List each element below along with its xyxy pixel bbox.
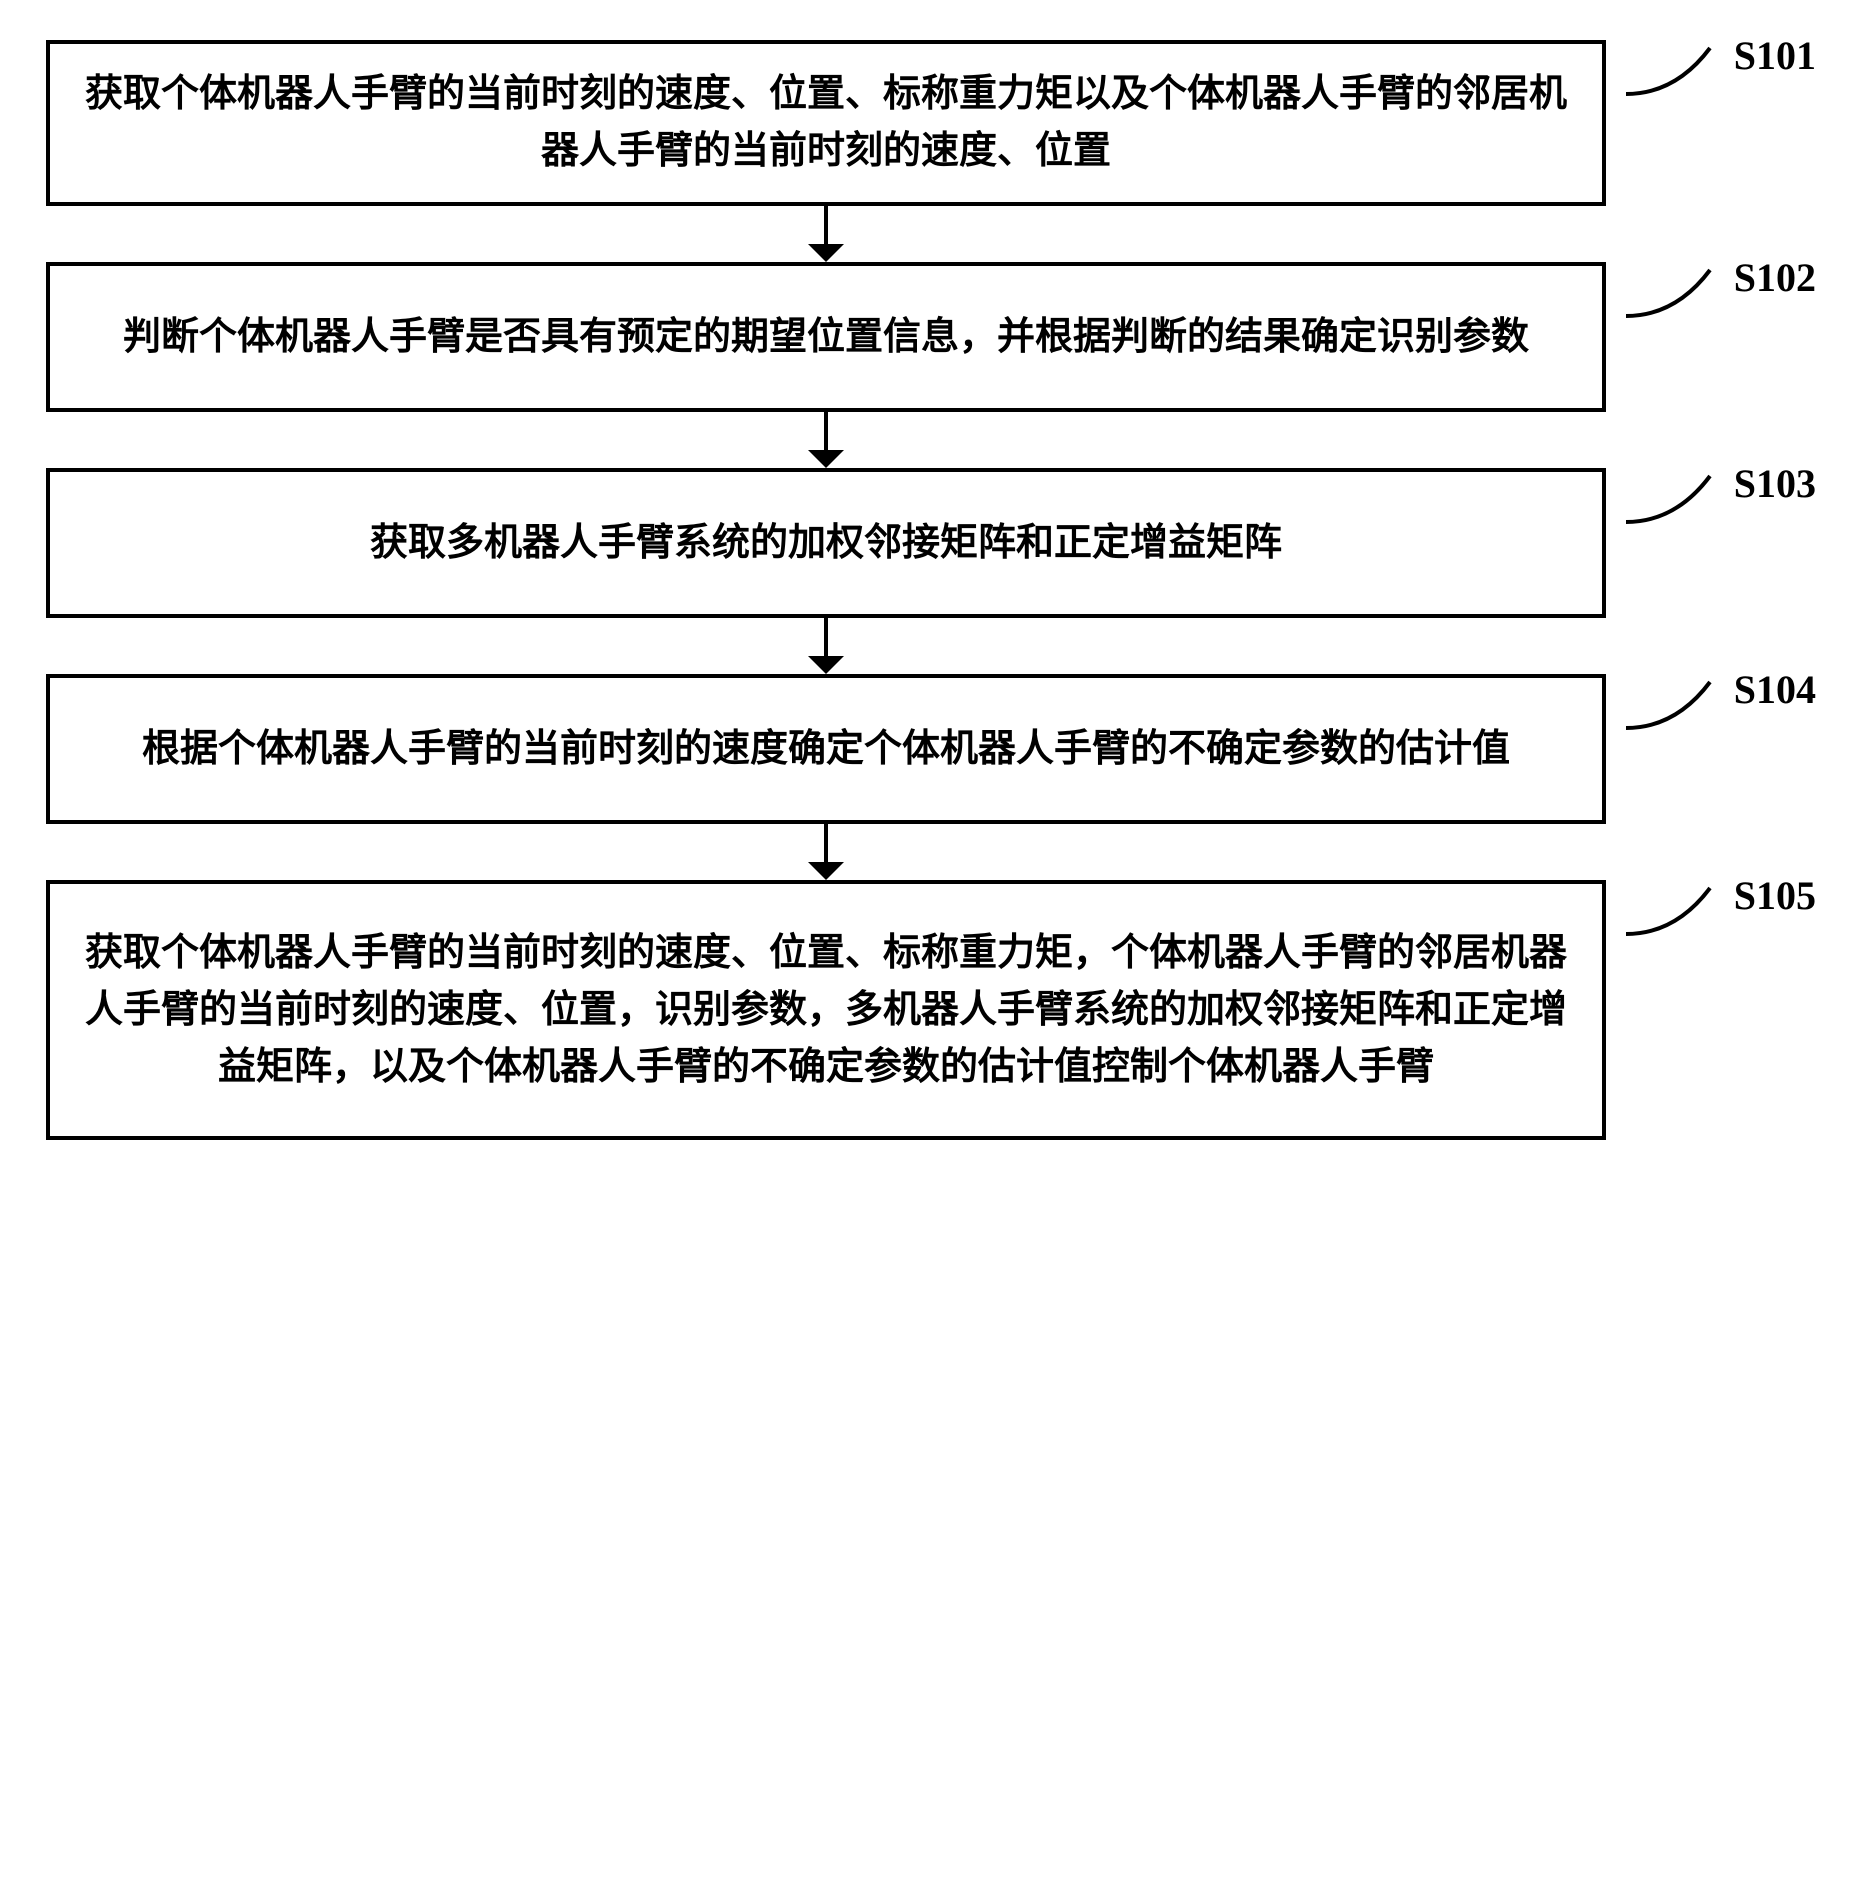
arrow-down-icon xyxy=(806,618,846,674)
leader-line xyxy=(1626,262,1716,322)
step-box-s103: 获取多机器人手臂系统的加权邻接矩阵和正定增益矩阵 xyxy=(46,468,1606,618)
step-box-s101: 获取个体机器人手臂的当前时刻的速度、位置、标称重力矩以及个体机器人手臂的邻居机器… xyxy=(46,40,1606,206)
flowchart-step: 根据个体机器人手臂的当前时刻的速度确定个体机器人手臂的不确定参数的估计值S104 xyxy=(46,674,1826,824)
step-label-s104: S104 xyxy=(1734,666,1816,713)
flowchart-step: 获取个体机器人手臂的当前时刻的速度、位置、标称重力矩，个体机器人手臂的邻居机器人… xyxy=(46,880,1826,1140)
leader-line xyxy=(1626,674,1716,734)
step-box-s102: 判断个体机器人手臂是否具有预定的期望位置信息，并根据判断的结果确定识别参数 xyxy=(46,262,1606,412)
step-text: 获取多机器人手臂系统的加权邻接矩阵和正定增益矩阵 xyxy=(370,515,1282,572)
leader-line xyxy=(1626,468,1716,528)
step-label-s102: S102 xyxy=(1734,254,1816,301)
arrow-down-icon xyxy=(806,206,846,262)
flowchart-step: 获取个体机器人手臂的当前时刻的速度、位置、标称重力矩以及个体机器人手臂的邻居机器… xyxy=(46,40,1826,206)
flowchart-connector xyxy=(46,412,1606,468)
step-label-s101: S101 xyxy=(1734,32,1816,79)
step-label-s105: S105 xyxy=(1734,872,1816,919)
arrow-down-icon xyxy=(806,412,846,468)
leader-line xyxy=(1626,880,1716,940)
flowchart-step: 判断个体机器人手臂是否具有预定的期望位置信息，并根据判断的结果确定识别参数S10… xyxy=(46,262,1826,412)
step-box-s105: 获取个体机器人手臂的当前时刻的速度、位置、标称重力矩，个体机器人手臂的邻居机器人… xyxy=(46,880,1606,1140)
flowchart-connector xyxy=(46,618,1606,674)
flowchart-connector xyxy=(46,824,1606,880)
step-text: 判断个体机器人手臂是否具有预定的期望位置信息，并根据判断的结果确定识别参数 xyxy=(123,309,1529,366)
leader-line xyxy=(1626,40,1716,100)
flowchart-container: 获取个体机器人手臂的当前时刻的速度、位置、标称重力矩以及个体机器人手臂的邻居机器… xyxy=(46,40,1826,1140)
step-label-s103: S103 xyxy=(1734,460,1816,507)
step-text: 根据个体机器人手臂的当前时刻的速度确定个体机器人手臂的不确定参数的估计值 xyxy=(142,721,1510,778)
arrow-down-icon xyxy=(806,824,846,880)
step-box-s104: 根据个体机器人手臂的当前时刻的速度确定个体机器人手臂的不确定参数的估计值 xyxy=(46,674,1606,824)
step-text: 获取个体机器人手臂的当前时刻的速度、位置、标称重力矩，个体机器人手臂的邻居机器人… xyxy=(80,925,1572,1096)
flowchart-connector xyxy=(46,206,1606,262)
step-text: 获取个体机器人手臂的当前时刻的速度、位置、标称重力矩以及个体机器人手臂的邻居机器… xyxy=(80,66,1572,180)
flowchart-step: 获取多机器人手臂系统的加权邻接矩阵和正定增益矩阵S103 xyxy=(46,468,1826,618)
